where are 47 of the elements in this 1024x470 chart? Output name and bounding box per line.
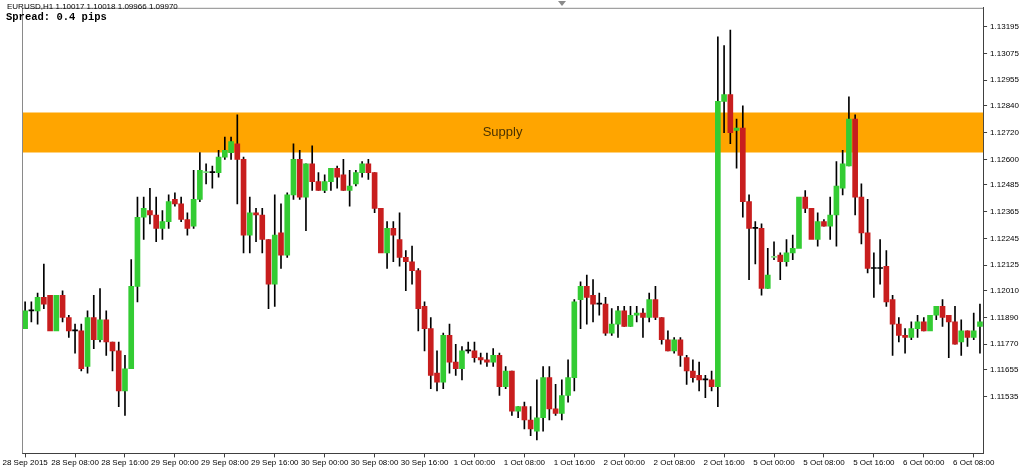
candlestick bbox=[253, 207, 259, 243]
candlestick bbox=[53, 294, 60, 332]
y-tick-label: 1.13075 bbox=[990, 48, 1020, 58]
x-tick-label: 2 Oct 16:00 bbox=[703, 458, 746, 468]
y-tick-label: 1.12125 bbox=[990, 260, 1020, 270]
candlestick bbox=[752, 221, 759, 265]
y-tick-label: 1.11535 bbox=[990, 391, 1019, 401]
candlestick bbox=[827, 196, 834, 240]
x-tick-label: 5 Oct 16:00 bbox=[853, 458, 896, 468]
candlestick bbox=[390, 221, 397, 263]
candlestick bbox=[771, 241, 777, 260]
y-tick-label: 1.12010 bbox=[990, 285, 1020, 295]
x-tick-label: 29 Sep 00:00 bbox=[151, 458, 200, 468]
y-tick-label: 1.11890 bbox=[990, 312, 1019, 322]
x-tick-label: 30 Sep 08:00 bbox=[350, 458, 399, 468]
y-tick-label: 1.12485 bbox=[990, 180, 1020, 190]
x-tick-label: 1 Oct 00:00 bbox=[453, 458, 496, 468]
x-tick-label: 5 Oct 00:00 bbox=[753, 458, 796, 468]
chart-title: EURUSD,H1 1.10017 1.10018 1.09966 1.09970 bbox=[7, 2, 178, 11]
x-tick-label: 6 Oct 08:00 bbox=[953, 458, 995, 468]
candlestick bbox=[640, 308, 646, 338]
y-tick-label: 1.12840 bbox=[990, 101, 1020, 111]
x-tick-label: 29 Sep 16:00 bbox=[250, 458, 300, 468]
y-tick-label: 1.11655 bbox=[990, 365, 1019, 375]
y-tick-label: 1.12600 bbox=[990, 154, 1020, 164]
chart-subtitle: Spread: 0.4 pips bbox=[6, 11, 107, 23]
y-tick-label: 1.12245 bbox=[990, 233, 1020, 243]
x-tick-label: 2 Oct 00:00 bbox=[603, 458, 646, 468]
y-tick-label: 1.12955 bbox=[990, 75, 1020, 85]
x-tick-label: 30 Sep 00:00 bbox=[300, 458, 350, 468]
x-tick-label: 1 Oct 16:00 bbox=[553, 458, 596, 468]
x-tick-label: 5 Oct 08:00 bbox=[803, 458, 846, 468]
x-tick-label: 30 Sep 16:00 bbox=[400, 458, 449, 468]
y-tick-label: 1.11770 bbox=[990, 339, 1019, 349]
x-tick-label: 6 Oct 00:00 bbox=[903, 458, 946, 468]
x-tick-label: 28 Sep 16:00 bbox=[101, 458, 150, 468]
y-tick-label: 1.12720 bbox=[990, 127, 1020, 137]
candlestick bbox=[452, 343, 459, 376]
band-label: Supply bbox=[482, 124, 523, 140]
y-tick-label: 1.12365 bbox=[990, 206, 1020, 216]
x-tick-label: 1 Oct 08:00 bbox=[503, 458, 546, 468]
x-tick-label: 28 Sep 08:00 bbox=[51, 458, 100, 468]
x-tick-label: 29 Sep 08:00 bbox=[201, 458, 250, 468]
candlestick bbox=[147, 187, 153, 225]
x-tick-label: 28 Sep 2015 bbox=[2, 458, 49, 468]
y-tick-label: 1.13195 bbox=[990, 21, 1020, 31]
x-tick-label: 2 Oct 08:00 bbox=[653, 458, 696, 468]
